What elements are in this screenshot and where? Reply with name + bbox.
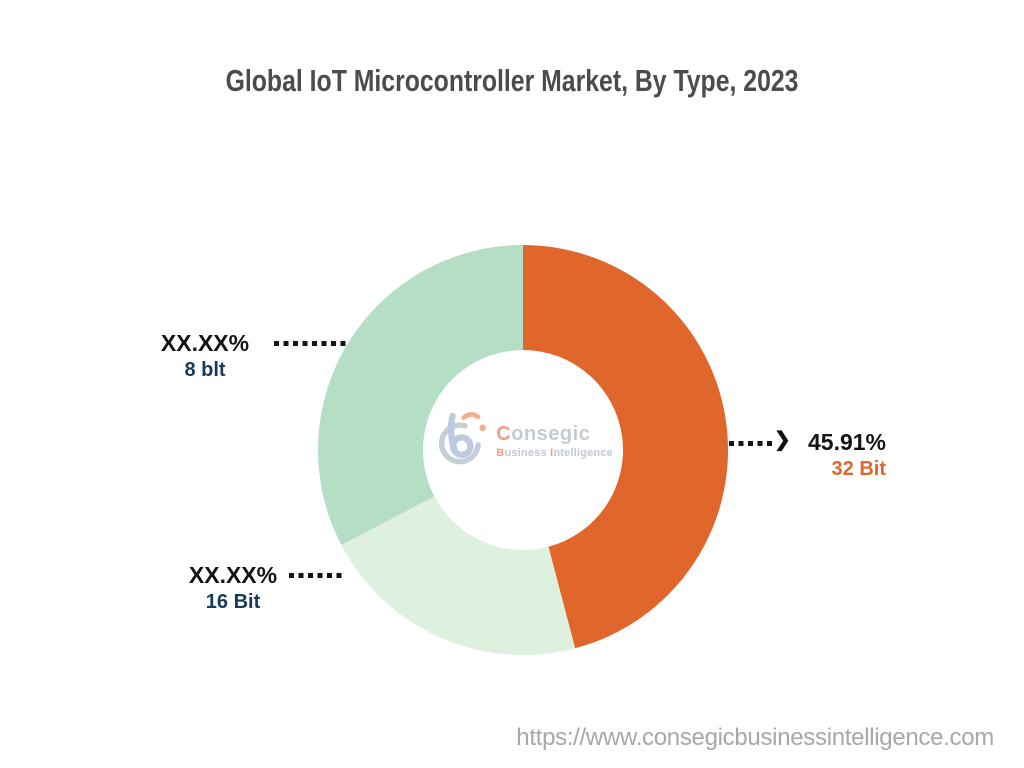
donut-chart bbox=[318, 245, 728, 655]
page-title: Global IoT Microcontroller Market, By Ty… bbox=[225, 63, 799, 98]
callout-8-bit-label: 8 blt bbox=[184, 359, 226, 382]
consegic-watermark-logo: Consegic Business Intelligence bbox=[438, 404, 613, 470]
callout-8-bit: XX.XX% 8 blt bbox=[150, 330, 260, 382]
footer-website-url[interactable]: https://www.consegicbusinessintelligence… bbox=[516, 724, 994, 751]
watermark-text: Consegic Business Intelligence bbox=[496, 424, 613, 470]
callout-16-bit-value: XX.XX% bbox=[188, 562, 278, 588]
watermark-tagline: Business Intelligence bbox=[496, 447, 613, 459]
callout-8-bit-value: XX.XX% bbox=[160, 330, 250, 356]
callout-32-bit-label: 32 Bit bbox=[831, 458, 886, 481]
leader-line-32-bit bbox=[729, 441, 775, 446]
callout-32-bit-value: 45.91% bbox=[807, 429, 886, 455]
chart-title-row: Global IoT Microcontroller Market, By Ty… bbox=[0, 63, 1024, 98]
callout-16-bit-label: 16 Bit bbox=[205, 591, 261, 614]
arrow-right-icon: ❯ bbox=[774, 429, 791, 451]
leader-line-8-bit bbox=[274, 341, 348, 346]
callout-16-bit: XX.XX% 16 Bit bbox=[178, 562, 288, 614]
watermark-brand: Consegic bbox=[496, 423, 591, 445]
leader-line-16-bit bbox=[289, 573, 345, 578]
donut-segment-8-blt bbox=[318, 245, 523, 546]
callout-32-bit: 45.91% 32 Bit bbox=[782, 429, 886, 481]
consegic-b-logo-icon bbox=[438, 412, 487, 465]
donut-segment-16-bit bbox=[341, 496, 576, 655]
donut-segment-32-bit bbox=[523, 245, 728, 649]
